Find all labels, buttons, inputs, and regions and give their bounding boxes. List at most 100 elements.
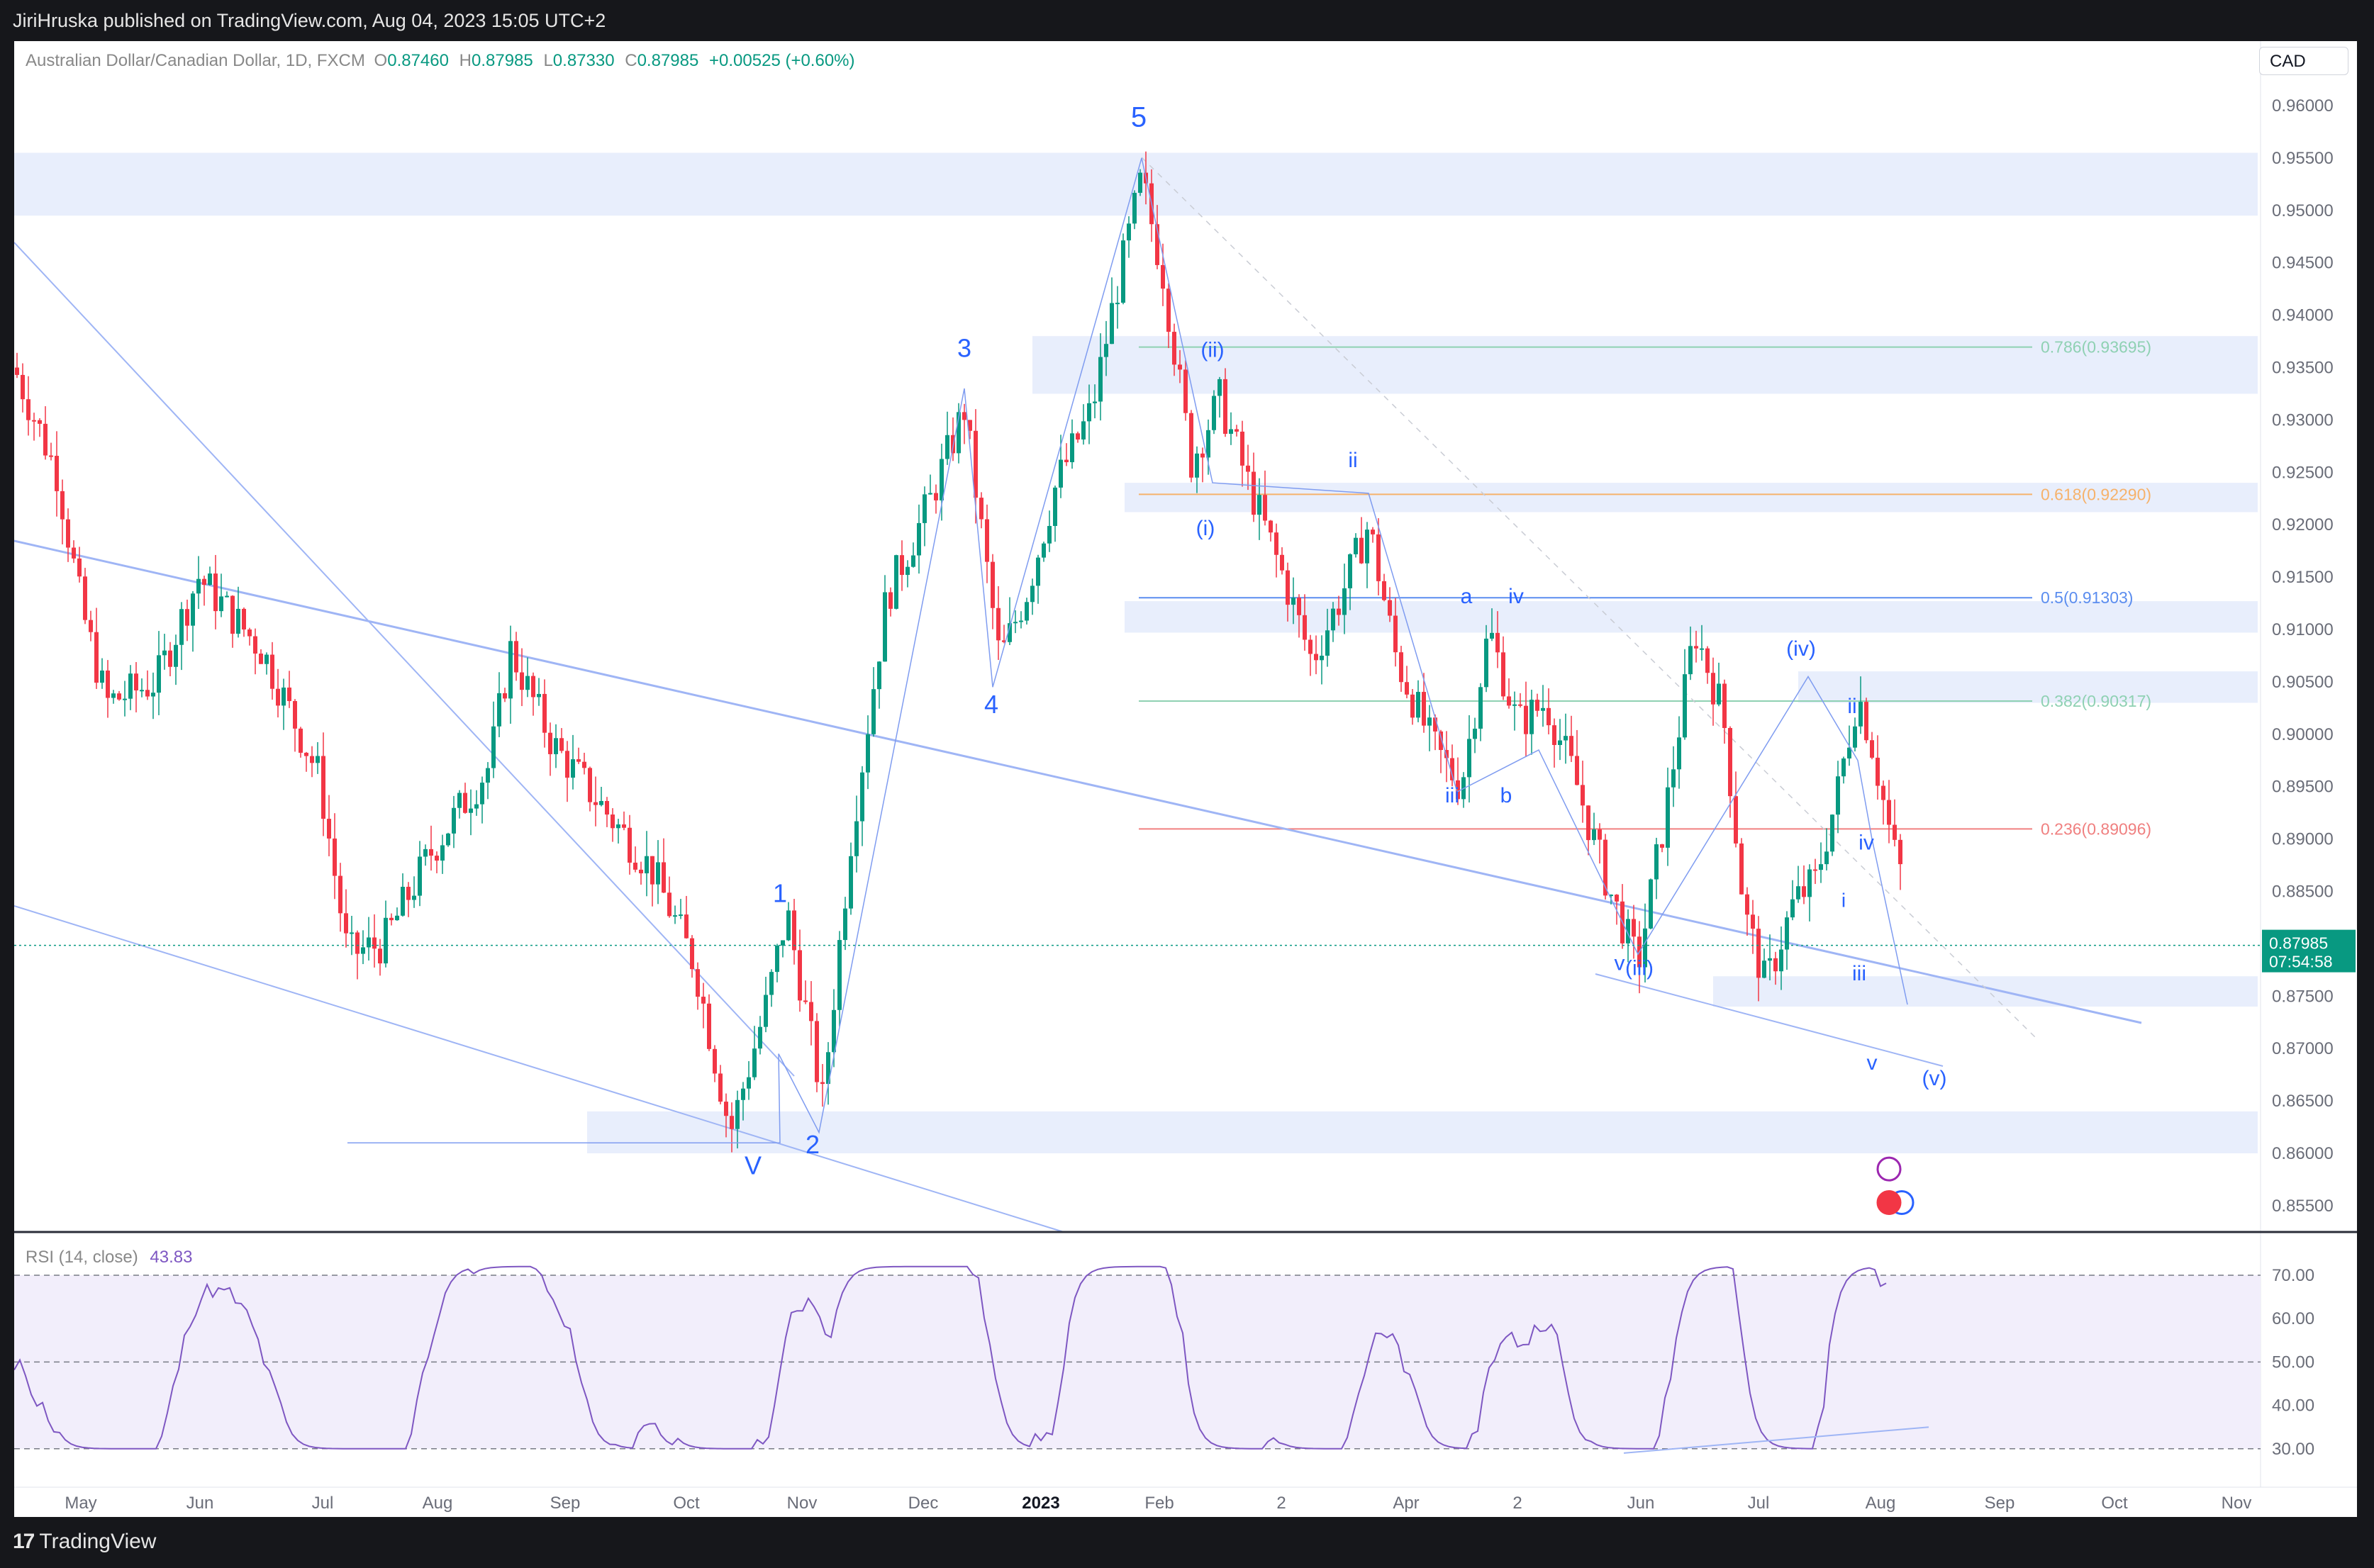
tradingview-logo-icon: 17 — [13, 1530, 35, 1553]
candle-body — [321, 756, 325, 819]
candle-body — [1898, 839, 1902, 865]
candle — [1246, 444, 1250, 491]
candle — [1121, 233, 1125, 305]
candle-body — [72, 547, 76, 559]
wave-label-19: iii — [1852, 962, 1866, 985]
candle-body — [979, 498, 983, 520]
candle-body — [940, 459, 944, 500]
candle — [1422, 673, 1426, 733]
candle — [1399, 646, 1403, 692]
candle-body — [395, 915, 399, 921]
price-tick-17: 0.87500 — [2272, 987, 2334, 1006]
price-tick-10: 0.91000 — [2272, 620, 2334, 639]
candle — [1416, 680, 1420, 722]
candle — [321, 732, 325, 836]
candle — [1314, 635, 1318, 675]
candle — [395, 907, 399, 921]
candle-body — [100, 670, 104, 683]
candle-body — [117, 693, 121, 700]
candle-body — [974, 430, 978, 498]
candle-body — [565, 751, 569, 778]
time-tick-14: Jul — [1748, 1494, 1770, 1513]
candle — [531, 672, 535, 716]
candle — [559, 728, 564, 754]
price-tick-6: 0.93000 — [2272, 410, 2334, 430]
candle-body — [1076, 433, 1080, 440]
candle — [1876, 735, 1880, 800]
candle — [1240, 420, 1244, 487]
change-value: +0.00525 (+0.60%) — [709, 51, 855, 70]
candle-body — [389, 917, 394, 921]
candle — [1734, 771, 1738, 848]
rsi-tick-3: 40.00 — [2272, 1396, 2314, 1416]
chart-area[interactable]: 0.786(0.93695) 0.618(0.92290) 0.5(0.91303)… — [14, 41, 2357, 1517]
candle — [480, 776, 484, 824]
low-value: 0.87330 — [552, 51, 615, 70]
candle — [1405, 666, 1409, 699]
candle-body — [1507, 696, 1511, 706]
candle — [1320, 635, 1324, 685]
candle-body — [299, 728, 303, 753]
candle-body — [1728, 728, 1732, 797]
candle — [338, 863, 342, 932]
candle-body — [1569, 736, 1573, 756]
candle-body — [1104, 344, 1108, 357]
candle-body — [1847, 747, 1851, 758]
candle-body — [1609, 895, 1613, 897]
candle-body — [1121, 240, 1125, 303]
candle — [525, 657, 530, 698]
candle-body — [469, 808, 473, 813]
candle-body — [1768, 958, 1772, 961]
wave-label-13: v — [1615, 951, 1625, 975]
candle — [1552, 718, 1556, 768]
candle-body — [866, 734, 870, 773]
candle-body — [1881, 785, 1885, 800]
candle — [1518, 693, 1522, 708]
candle-body — [287, 687, 291, 701]
candle-body — [282, 687, 286, 706]
candle-body — [1246, 465, 1250, 472]
candle — [1433, 714, 1437, 751]
time-tick-4: Sep — [550, 1494, 581, 1513]
tradingview-brand[interactable]: 17 TradingView — [13, 1530, 156, 1554]
candle — [1779, 926, 1783, 990]
candle — [242, 607, 246, 637]
candle-body — [355, 932, 360, 954]
candle-body — [196, 578, 201, 594]
price-tick-21: 0.85500 — [2272, 1197, 2334, 1216]
candle — [1325, 608, 1330, 667]
candle — [809, 981, 813, 1046]
fib-label-0: 0.786(0.93695) — [2041, 338, 2151, 357]
candle — [1025, 598, 1029, 625]
candle-body — [1677, 737, 1681, 770]
candle — [1830, 814, 1834, 856]
candle — [747, 1060, 751, 1100]
candle-body — [463, 793, 467, 813]
candle-body — [945, 435, 949, 459]
candle — [662, 838, 666, 893]
wave-label-21: (v) — [1922, 1067, 1947, 1090]
candle — [826, 1042, 830, 1105]
candle-body — [367, 937, 371, 948]
currency-button[interactable]: CAD — [2259, 47, 2348, 75]
close-value: 0.87985 — [637, 51, 699, 70]
lightning-event-icon — [1876, 1156, 1902, 1182]
candle-body — [230, 595, 235, 634]
candle — [1138, 169, 1142, 196]
candle-body — [1603, 839, 1607, 896]
candle-body — [1711, 673, 1715, 705]
candle — [276, 668, 280, 718]
candle — [389, 913, 394, 926]
candle — [491, 701, 496, 778]
candle-body — [1512, 704, 1517, 706]
candle-body — [1240, 431, 1244, 466]
chart-canvas[interactable]: 0.786(0.93695) 0.618(0.92290) 0.5(0.91303)… — [14, 41, 2357, 1517]
candle — [1773, 951, 1778, 985]
candle-body — [1745, 894, 1749, 915]
candle — [236, 586, 240, 638]
price-tick-15: 0.88500 — [2272, 883, 2334, 902]
candle-body — [1206, 430, 1210, 458]
candle-body — [264, 654, 269, 664]
candle — [1473, 717, 1477, 754]
